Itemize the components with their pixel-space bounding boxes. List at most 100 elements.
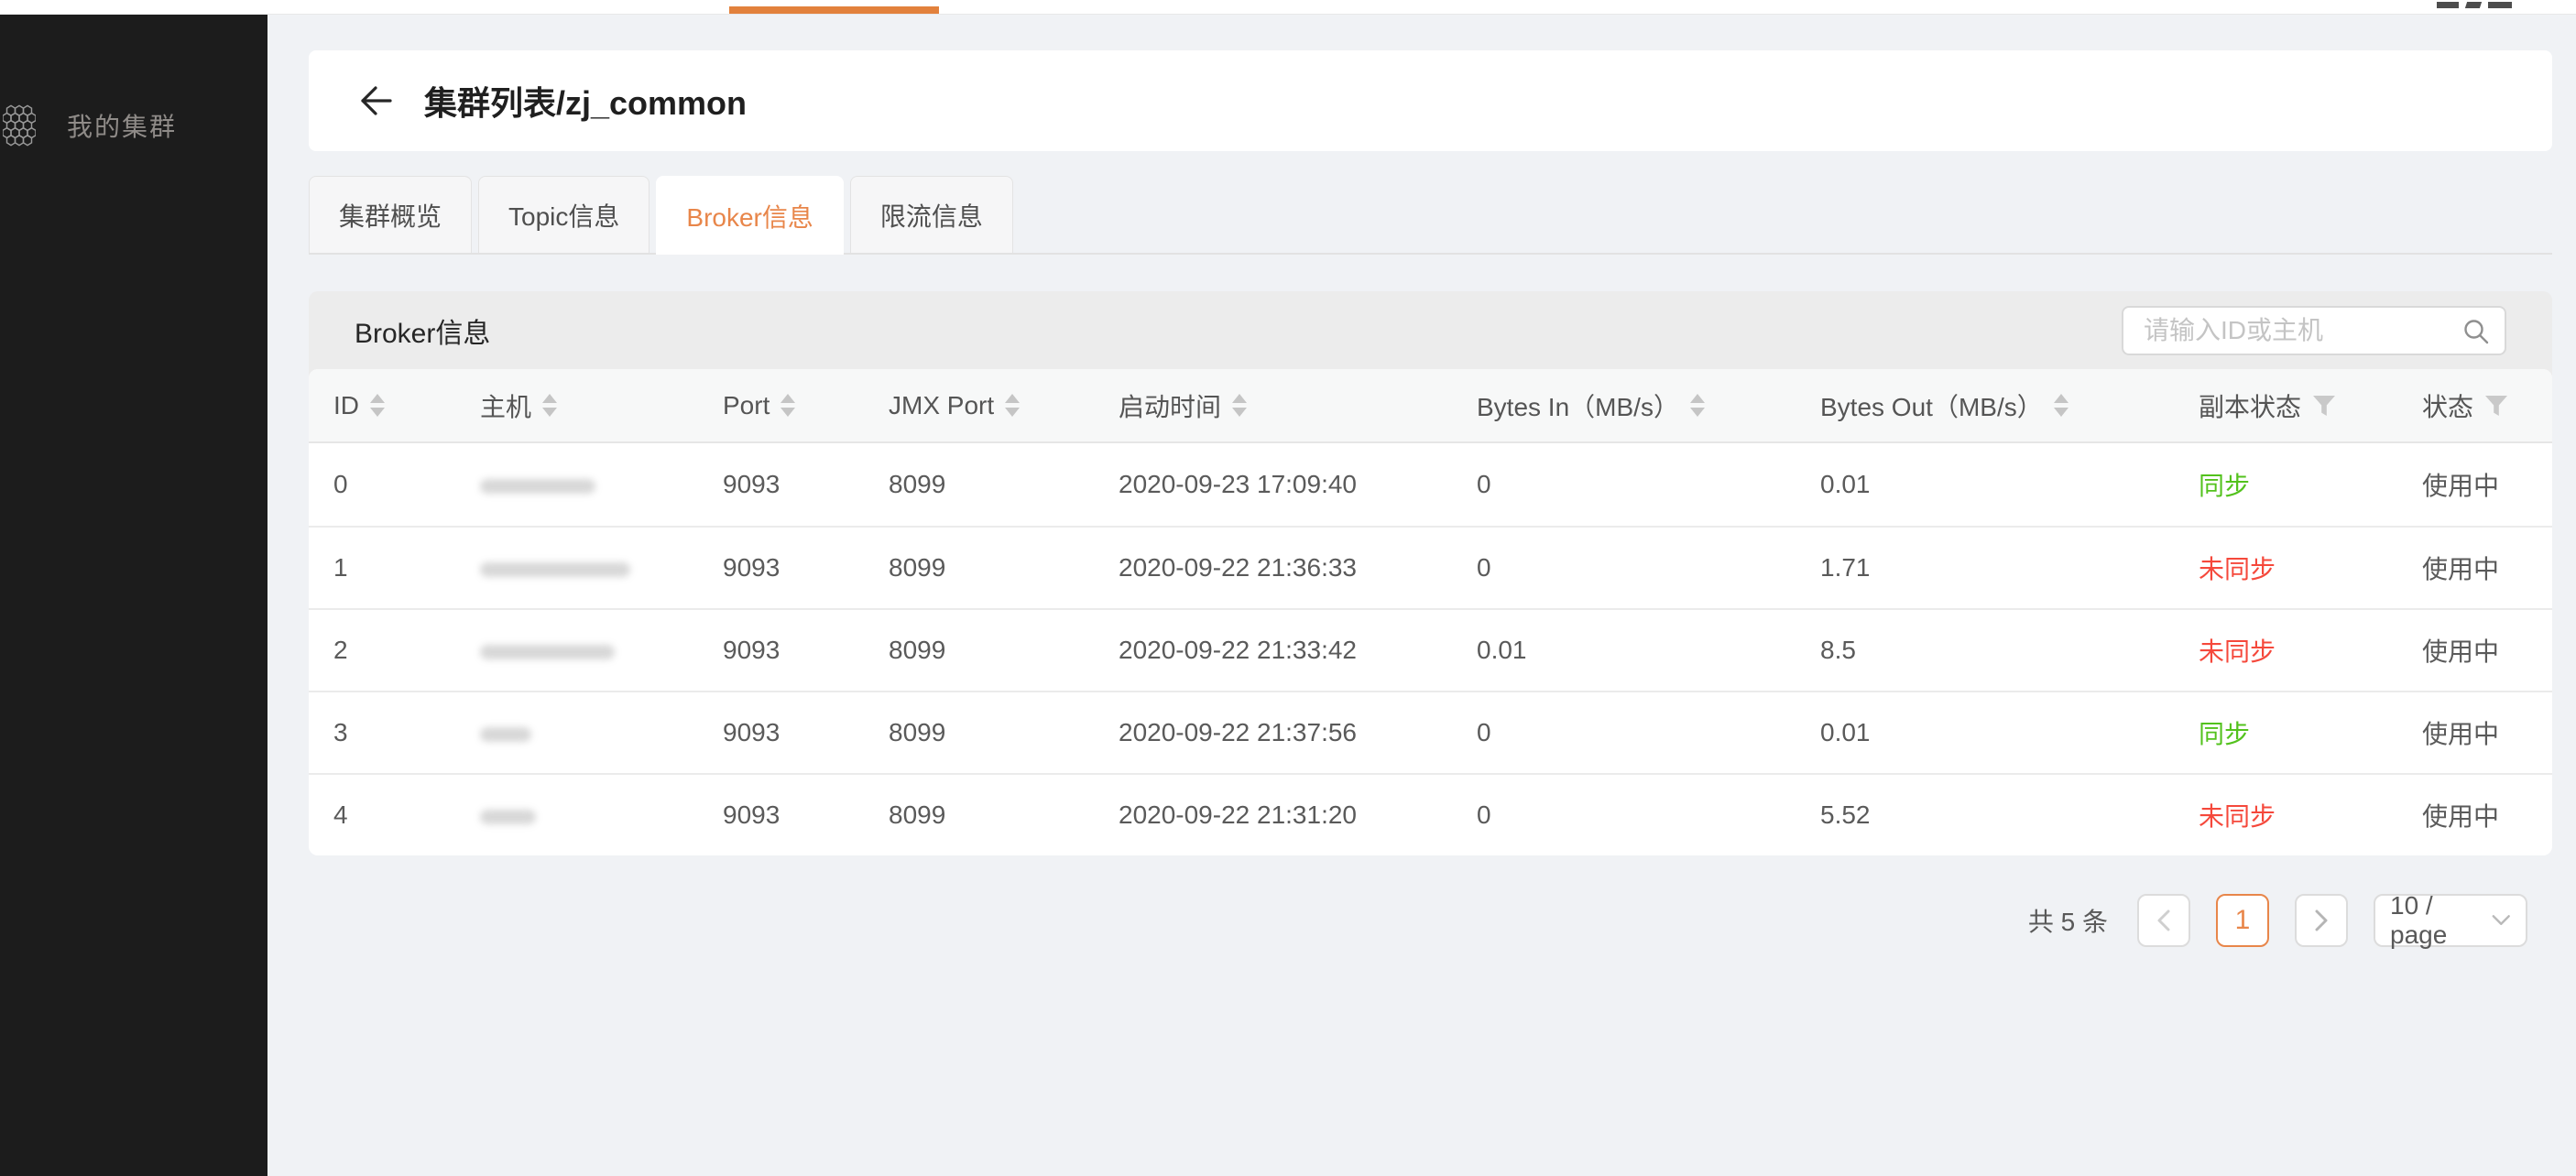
broker-id-cell: 1	[333, 553, 348, 582]
column-header-replica-status[interactable]: 副本状态	[2199, 387, 2422, 424]
page-size-value: 10 / page	[2390, 891, 2448, 949]
replica-status-cell: 同步	[2199, 472, 2251, 500]
sidebar: 我的集群	[0, 15, 267, 1176]
tab-0[interactable]: 集群概览	[309, 176, 473, 253]
redacted-host-text	[480, 561, 630, 577]
redacted-host-text	[480, 809, 536, 824]
status-cell: 使用中	[2422, 472, 2500, 500]
bytes-out-cell: 8.5	[1820, 636, 1856, 664]
start-time-cell: 2020-09-22 21:36:33	[1119, 553, 1357, 582]
active-nav-tab-indicator	[729, 6, 939, 14]
filter-funnel-icon[interactable]	[2312, 395, 2336, 417]
sorter-icon[interactable]	[780, 394, 796, 417]
jmx-port-cell: 8099	[889, 718, 946, 746]
search-icon[interactable]	[2462, 318, 2490, 345]
sorter-icon[interactable]	[1689, 394, 1705, 417]
column-label: JMX Port	[889, 390, 995, 419]
broker-info-panel: Broker信息 ID 主机 Port JMX Port 启动时间 Bytes In（MB…	[309, 291, 2552, 855]
page-title: 集群列表/zj_common	[424, 84, 748, 122]
table-row: 4 9093 8099 2020-09-22 21:31:20 0 5.52 未同步 使用中	[309, 773, 2552, 855]
panel-title: Broker信息	[355, 318, 491, 349]
jmx-port-cell: 8099	[889, 553, 946, 582]
back-button[interactable]	[355, 80, 397, 122]
table-header-row: ID 主机 Port JMX Port 启动时间 Bytes In（MB/s） Bytes …	[309, 369, 2552, 443]
broker-id-cell: 3	[333, 718, 348, 746]
replica-status-cell: 同步	[2199, 720, 2251, 748]
column-label: 启动时间	[1119, 392, 1222, 421]
port-cell: 9093	[723, 800, 780, 829]
column-header-id[interactable]: ID	[333, 391, 480, 420]
start-time-cell: 2020-09-22 21:37:56	[1119, 718, 1357, 746]
column-header-bytes-out[interactable]: Bytes Out（MB/s）	[1820, 387, 2199, 424]
status-cell: 使用中	[2422, 720, 2500, 748]
bytes-in-cell: 0	[1477, 718, 1491, 746]
bytes-in-cell: 0	[1477, 470, 1491, 498]
redacted-host-text	[480, 478, 595, 494]
jmx-port-cell: 8099	[889, 470, 946, 498]
sorter-icon[interactable]	[1005, 394, 1021, 417]
column-header-bytes-in[interactable]: Bytes In（MB/s）	[1477, 387, 1820, 424]
status-cell: 使用中	[2422, 555, 2500, 583]
tab-3[interactable]: 限流信息	[849, 176, 1013, 253]
previous-page-button[interactable]	[2137, 894, 2190, 947]
status-cell: 使用中	[2422, 637, 2500, 666]
column-label: 状态	[2422, 392, 2474, 421]
host-cell	[480, 470, 723, 499]
redacted-host-text	[480, 644, 615, 659]
bytes-out-cell: 0.01	[1820, 718, 1871, 746]
tab-2[interactable]: Broker信息	[656, 176, 844, 255]
bytes-out-cell: 1.71	[1820, 553, 1871, 582]
page-size-select[interactable]: 10 / page	[2374, 891, 2527, 949]
column-header-start-time[interactable]: 启动时间	[1119, 387, 1477, 424]
column-label: 副本状态	[2199, 392, 2302, 421]
chevron-left-icon	[2157, 909, 2170, 931]
broker-id-cell: 2	[333, 636, 348, 664]
column-header-jmx-port[interactable]: JMX Port	[889, 391, 1119, 420]
search-box	[2122, 305, 2506, 355]
column-label: Port	[723, 390, 770, 419]
jmx-port-cell: 8099	[889, 800, 946, 829]
sidebar-item-label: 我的集群	[67, 113, 178, 141]
replica-status-cell: 未同步	[2199, 555, 2276, 583]
broker-id-cell: 0	[333, 470, 348, 498]
tab-1[interactable]: Topic信息	[478, 176, 650, 253]
redacted-host-text	[480, 726, 531, 742]
table-row: 3 9093 8099 2020-09-22 21:37:56 0 0.01 同步 使用中	[309, 691, 2552, 773]
page-1-button[interactable]: 1	[2216, 894, 2269, 947]
sorter-icon[interactable]	[370, 394, 385, 417]
port-cell: 9093	[723, 553, 780, 582]
table-body: 0 9093 8099 2020-09-23 17:09:40 0 0.01 同步 使用中 1 9…	[309, 443, 2552, 855]
host-cell	[480, 553, 723, 583]
table-row: 0 9093 8099 2020-09-23 17:09:40 0 0.01 同步 使用中	[309, 443, 2552, 526]
status-cell: 使用中	[2422, 802, 2500, 831]
sorter-icon[interactable]	[542, 394, 558, 417]
host-cell	[480, 718, 723, 747]
search-input[interactable]	[2122, 305, 2506, 355]
bytes-out-cell: 0.01	[1820, 470, 1871, 498]
port-cell: 9093	[723, 470, 780, 498]
top-nav-bar	[0, 0, 2576, 15]
arrow-left-icon	[361, 86, 392, 115]
filter-funnel-icon[interactable]	[2484, 395, 2508, 417]
start-time-cell: 2020-09-23 17:09:40	[1119, 470, 1357, 498]
sorter-icon[interactable]	[1232, 394, 1248, 417]
table-row: 2 9093 8099 2020-09-22 21:33:42 0.01 8.5 未同步 使用…	[309, 608, 2552, 691]
column-header-status[interactable]: 状态	[2422, 387, 2552, 424]
column-header-host[interactable]: 主机	[480, 387, 723, 424]
sidebar-item-my-clusters[interactable]: 我的集群	[0, 103, 267, 147]
bytes-in-cell: 0.01	[1477, 636, 1527, 664]
next-page-button[interactable]	[2295, 894, 2348, 947]
pagination-total: 共 5 条	[2027, 908, 2108, 936]
sorter-icon[interactable]	[2053, 394, 2068, 417]
start-time-cell: 2020-09-22 21:31:20	[1119, 800, 1357, 829]
column-label: Bytes Out（MB/s）	[1820, 392, 2043, 421]
start-time-cell: 2020-09-22 21:33:42	[1119, 636, 1357, 664]
host-cell	[480, 636, 723, 665]
tab-bar: 集群概览 Topic信息 Broker信息 限流信息	[309, 176, 2552, 255]
pagination: 共 5 条 1 10 / page	[309, 891, 2527, 949]
honeycomb-cluster-icon	[3, 104, 36, 147]
replica-status-cell: 未同步	[2199, 637, 2276, 666]
page-header-card: 集群列表/zj_common	[309, 50, 2552, 151]
column-header-port[interactable]: Port	[723, 391, 889, 420]
host-cell	[480, 800, 723, 830]
